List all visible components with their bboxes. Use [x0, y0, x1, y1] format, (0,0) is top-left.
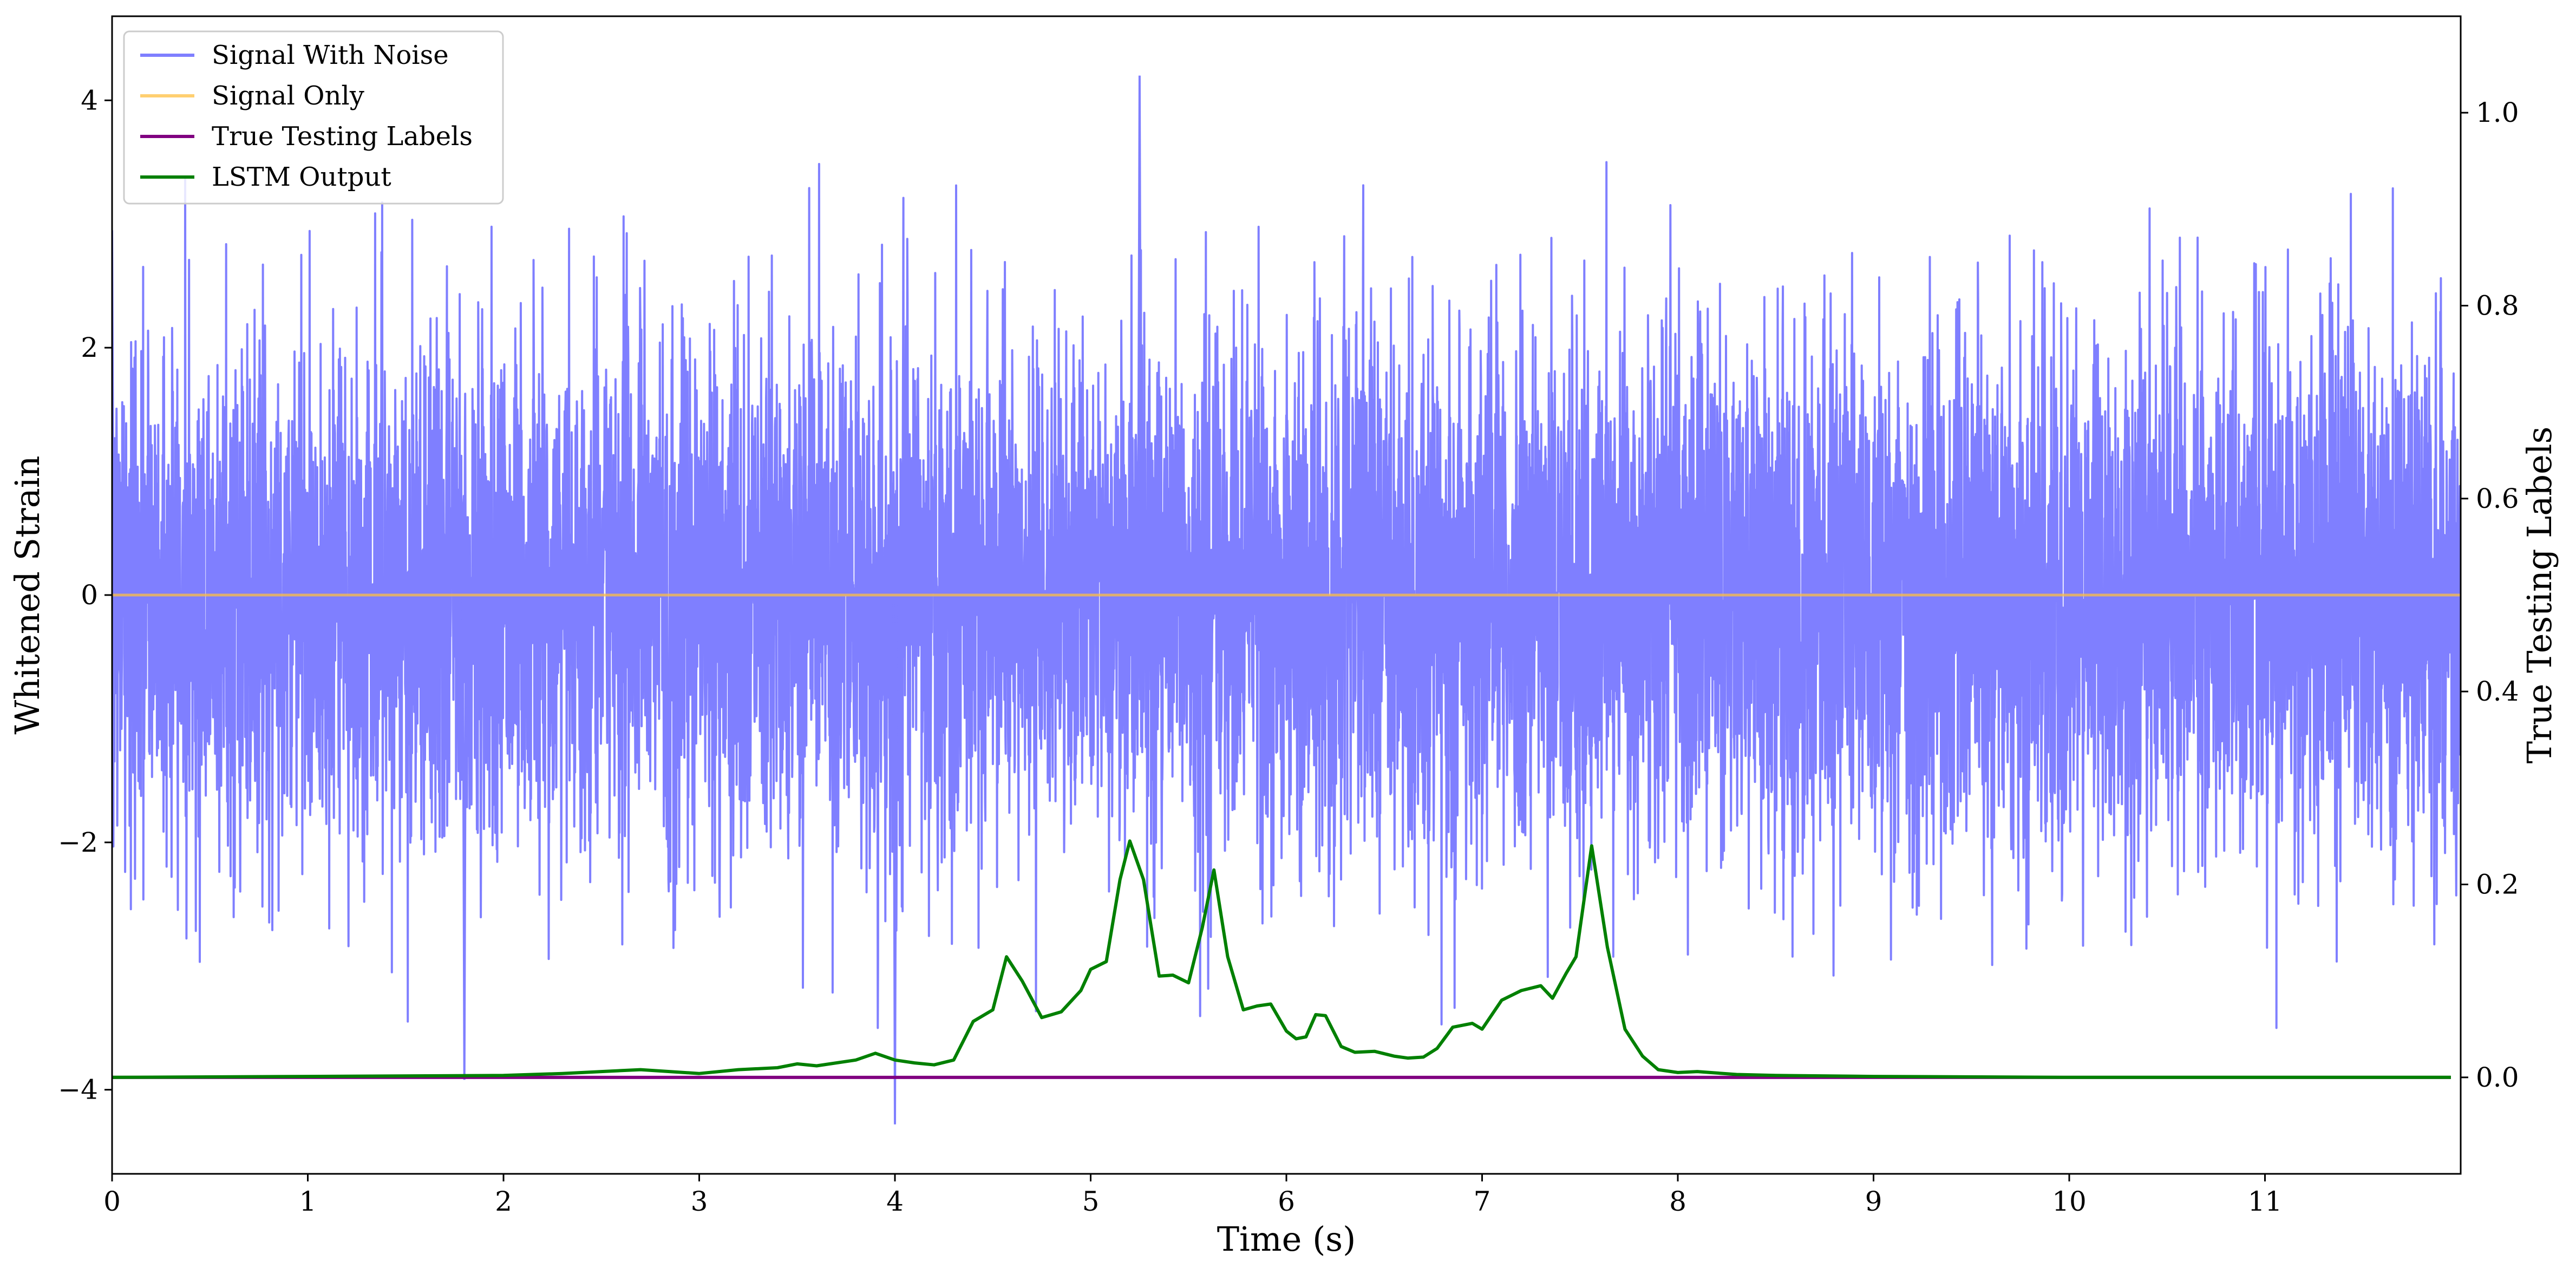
legend-label: Signal Only [212, 81, 364, 111]
y-axis-title: Whitened Strain [8, 456, 47, 735]
y-tick-label: −4 [58, 1074, 98, 1106]
y2-tick-label: 0.2 [2476, 869, 2519, 900]
y-tick-label: 4 [81, 84, 98, 116]
legend-label: LSTM Output [212, 162, 391, 192]
signal-with-noise-spike [892, 594, 898, 1125]
lstm-output-line [112, 839, 2451, 1079]
axes: 0 1 2 3 4 5 6 7 8 9 10 11 −4 −2 0 2 4 0.0 0.2 0.4 0.6 0.8 1.0 [58, 15, 2519, 1217]
x-tick-label: 0 [103, 1186, 121, 1217]
x-tick-label: 11 [2248, 1186, 2283, 1217]
x-tick-label: 4 [886, 1186, 904, 1217]
y2-axis-title: True Testing Labels [2520, 427, 2559, 764]
y2-tick-label: 0.4 [2476, 676, 2519, 707]
y2-tick-label: 0.8 [2476, 290, 2519, 322]
y2-tick-label: 0.0 [2476, 1062, 2519, 1093]
legend-label: Signal With Noise [212, 40, 449, 70]
x-tick-label: 9 [1865, 1186, 1882, 1217]
signal-with-noise-line [112, 161, 2461, 1029]
x-tick-label: 10 [2052, 1186, 2087, 1217]
x-tick-label: 1 [299, 1186, 317, 1217]
y2-tick-label: 1.0 [2476, 97, 2519, 128]
x-tick-label: 3 [691, 1186, 708, 1217]
x-tick-label: 6 [1278, 1186, 1295, 1217]
plot-area [112, 75, 2461, 1125]
y-tick-label: −2 [58, 827, 98, 858]
y-tick-label: 0 [81, 579, 98, 611]
x-tick-label: 8 [1669, 1186, 1686, 1217]
x-tick-label: 5 [1082, 1186, 1100, 1217]
y2-tick-label: 0.6 [2476, 483, 2519, 514]
x-tick-label: 2 [495, 1186, 512, 1217]
legend: Signal With Noise Signal Only True Testing… [123, 30, 504, 205]
y-tick-label: 2 [81, 332, 98, 363]
signal-with-noise-spike [1137, 75, 1142, 596]
legend-box [123, 30, 504, 205]
legend-label: True Testing Labels [212, 121, 473, 152]
signal-with-noise-spike [461, 594, 467, 1080]
plot-content [112, 75, 2461, 1125]
x-axis-title: Time (s) [1217, 1219, 1356, 1259]
x-tick-label: 7 [1474, 1186, 1491, 1217]
signal-with-noise-spike [112, 230, 115, 596]
